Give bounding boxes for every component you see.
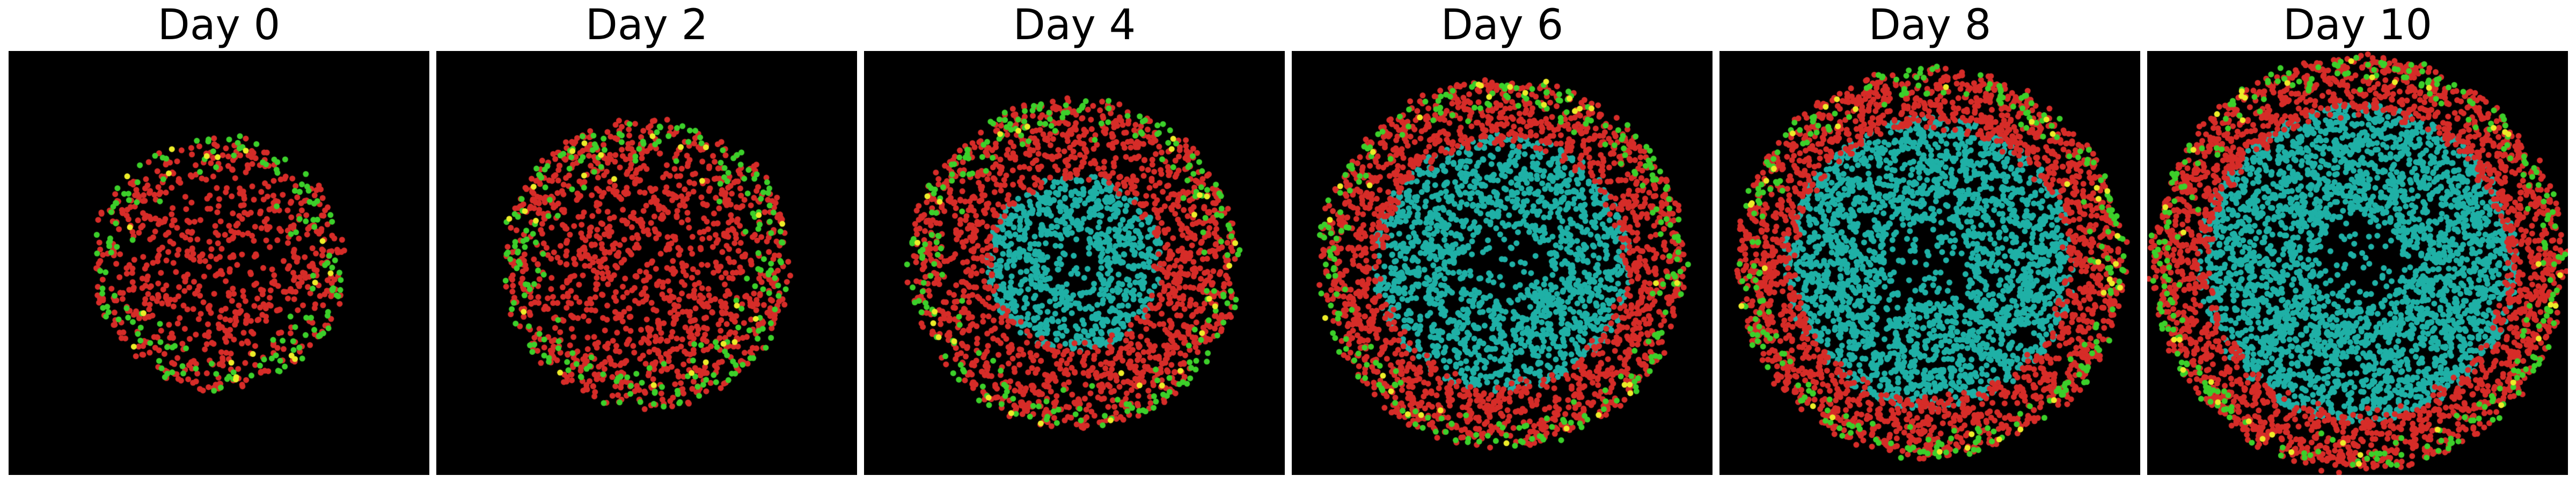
panel-title: Day 8 (1868, 1, 1992, 49)
panel-title: Day 0 (157, 1, 281, 49)
panel-day-0: Day 0 (9, 0, 429, 483)
panel-title: Day 2 (585, 1, 708, 49)
panel-title: Day 4 (1013, 1, 1136, 49)
tumor-spheroid-image (2147, 51, 2568, 475)
panel-day-4: Day 4 (864, 0, 1285, 483)
tumor-spheroid-image (436, 51, 857, 475)
tumor-spheroid-image (1719, 51, 2140, 475)
tumor-spheroid-image (9, 51, 429, 475)
panel-title: Day 10 (2282, 1, 2433, 49)
panel-day-6: Day 6 (1292, 0, 1713, 483)
panel-day-8: Day 8 (1719, 0, 2140, 483)
tumor-spheroid-image (1292, 51, 1713, 475)
panel-day-10: Day 10 (2147, 0, 2568, 483)
panel-title: Day 6 (1440, 1, 1564, 49)
tumor-spheroid-image (864, 51, 1285, 475)
panel-day-2: Day 2 (436, 0, 857, 483)
